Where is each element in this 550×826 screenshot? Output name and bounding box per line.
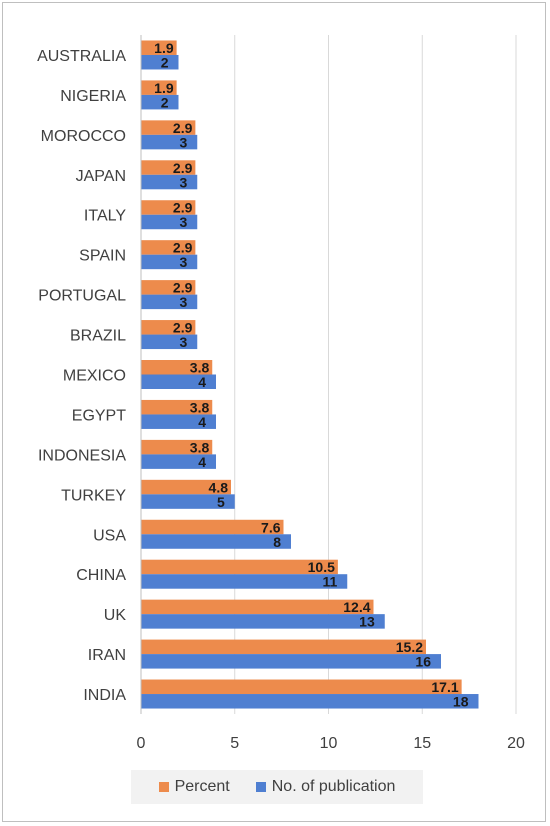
data-label-publications: 5 xyxy=(217,494,225,510)
bar-percent xyxy=(141,599,374,615)
legend-label-publications: No. of publication xyxy=(271,778,396,795)
data-label-publications: 3 xyxy=(179,134,187,150)
data-label-percent: 7.6 xyxy=(261,519,281,535)
data-label-publications: 4 xyxy=(198,454,206,470)
category-label: NIGERIA xyxy=(60,88,126,105)
bar-percent xyxy=(141,479,231,495)
bar-publications xyxy=(141,414,216,429)
legend-item-percent: Percent xyxy=(158,778,230,796)
data-label-publications: 13 xyxy=(359,614,375,630)
data-label-percent: 4.8 xyxy=(209,479,229,495)
bar-percent xyxy=(141,120,196,135)
data-label-publications: 4 xyxy=(198,414,206,430)
data-label-percent: 2.9 xyxy=(173,240,193,256)
data-label-percent: 3.8 xyxy=(190,360,210,376)
data-label-percent: 3.8 xyxy=(190,439,210,455)
category-label: ITALY xyxy=(84,208,126,225)
data-label-percent: 15.2 xyxy=(396,639,423,655)
data-label-publications: 3 xyxy=(179,174,187,190)
legend: Percent No. of publication xyxy=(131,770,423,804)
bar-publications xyxy=(141,574,348,589)
bar-chart: 1.92AUSTRALIA1.92NIGERIA2.93MOROCCO2.93J… xyxy=(37,35,525,752)
bar-publications xyxy=(141,374,216,389)
data-label-publications: 3 xyxy=(179,334,187,350)
bar-publications xyxy=(141,334,198,350)
category-label: UK xyxy=(104,607,127,624)
data-label-percent: 3.8 xyxy=(190,399,210,415)
bar-percent xyxy=(141,439,213,455)
data-label-percent: 12.4 xyxy=(343,599,370,615)
bar-publications xyxy=(141,54,179,70)
bar-percent xyxy=(141,639,426,655)
category-label: IRAN xyxy=(88,647,126,664)
bar-percent xyxy=(141,240,196,255)
category-label: BRAZIL xyxy=(70,328,126,345)
category-label: PORTUGAL xyxy=(38,288,126,305)
bar-publications xyxy=(141,134,198,150)
bar-publications xyxy=(141,494,235,509)
legend-swatch-publications xyxy=(255,782,266,792)
data-label-percent: 2.9 xyxy=(173,200,193,216)
category-label: TURKEY xyxy=(61,487,126,504)
bar-publications xyxy=(141,654,441,669)
bar-percent xyxy=(141,40,177,55)
data-label-publications: 8 xyxy=(273,534,281,550)
category-label: MOROCCO xyxy=(41,128,126,145)
bar-publications xyxy=(141,694,479,709)
x-tick-label: 5 xyxy=(230,735,239,752)
data-label-publications: 4 xyxy=(198,374,206,390)
data-label-publications: 3 xyxy=(179,294,187,310)
data-label-percent: 1.9 xyxy=(154,80,174,96)
bar-percent xyxy=(141,280,196,295)
bar-percent xyxy=(141,80,177,95)
bar-publications xyxy=(141,534,291,549)
data-label-percent: 2.9 xyxy=(173,320,193,336)
x-tick-label: 10 xyxy=(320,735,338,752)
data-label-percent: 2.9 xyxy=(173,280,193,296)
data-label-publications: 2 xyxy=(161,54,169,70)
legend-label-percent: Percent xyxy=(174,778,230,795)
bar-publications xyxy=(141,294,198,310)
bar-percent xyxy=(141,200,196,215)
data-label-percent: 1.9 xyxy=(154,40,174,56)
category-label: SPAIN xyxy=(79,248,126,265)
bar-publications xyxy=(141,614,385,629)
bar-percent xyxy=(141,679,462,695)
category-label: INDONESIA xyxy=(38,447,126,464)
x-tick-label: 15 xyxy=(413,735,431,752)
data-label-percent: 10.5 xyxy=(308,559,335,575)
bar-percent xyxy=(141,320,196,335)
data-label-percent: 2.9 xyxy=(173,160,193,176)
category-label: INDIA xyxy=(83,687,126,704)
category-label: AUSTRALIA xyxy=(37,48,126,65)
bar-publications xyxy=(141,254,198,270)
bar-percent xyxy=(141,399,213,415)
legend-item-publications: No. of publication xyxy=(255,778,396,796)
category-label: JAPAN xyxy=(76,168,126,185)
bar-percent xyxy=(141,160,196,175)
category-label: USA xyxy=(93,527,126,544)
legend-swatch-percent xyxy=(158,782,169,792)
data-label-percent: 17.1 xyxy=(431,679,458,695)
data-label-publications: 3 xyxy=(179,214,187,230)
bar-percent xyxy=(141,519,284,535)
data-label-publications: 18 xyxy=(453,694,469,710)
category-label: CHINA xyxy=(76,567,126,584)
bar-publications xyxy=(141,454,216,469)
x-tick-label: 0 xyxy=(137,735,146,752)
category-label: EGYPT xyxy=(72,407,126,424)
bar-percent xyxy=(141,360,213,375)
data-label-publications: 2 xyxy=(161,94,169,110)
category-label: MEXICO xyxy=(63,368,126,385)
data-label-publications: 3 xyxy=(179,254,187,270)
bar-publications xyxy=(141,214,198,230)
data-label-percent: 2.9 xyxy=(173,120,193,136)
bar-publications xyxy=(141,94,179,110)
bar-percent xyxy=(141,559,338,575)
x-tick-label: 20 xyxy=(507,735,525,752)
bar-publications xyxy=(141,174,198,190)
data-label-publications: 11 xyxy=(322,574,337,590)
data-label-publications: 16 xyxy=(415,654,431,670)
